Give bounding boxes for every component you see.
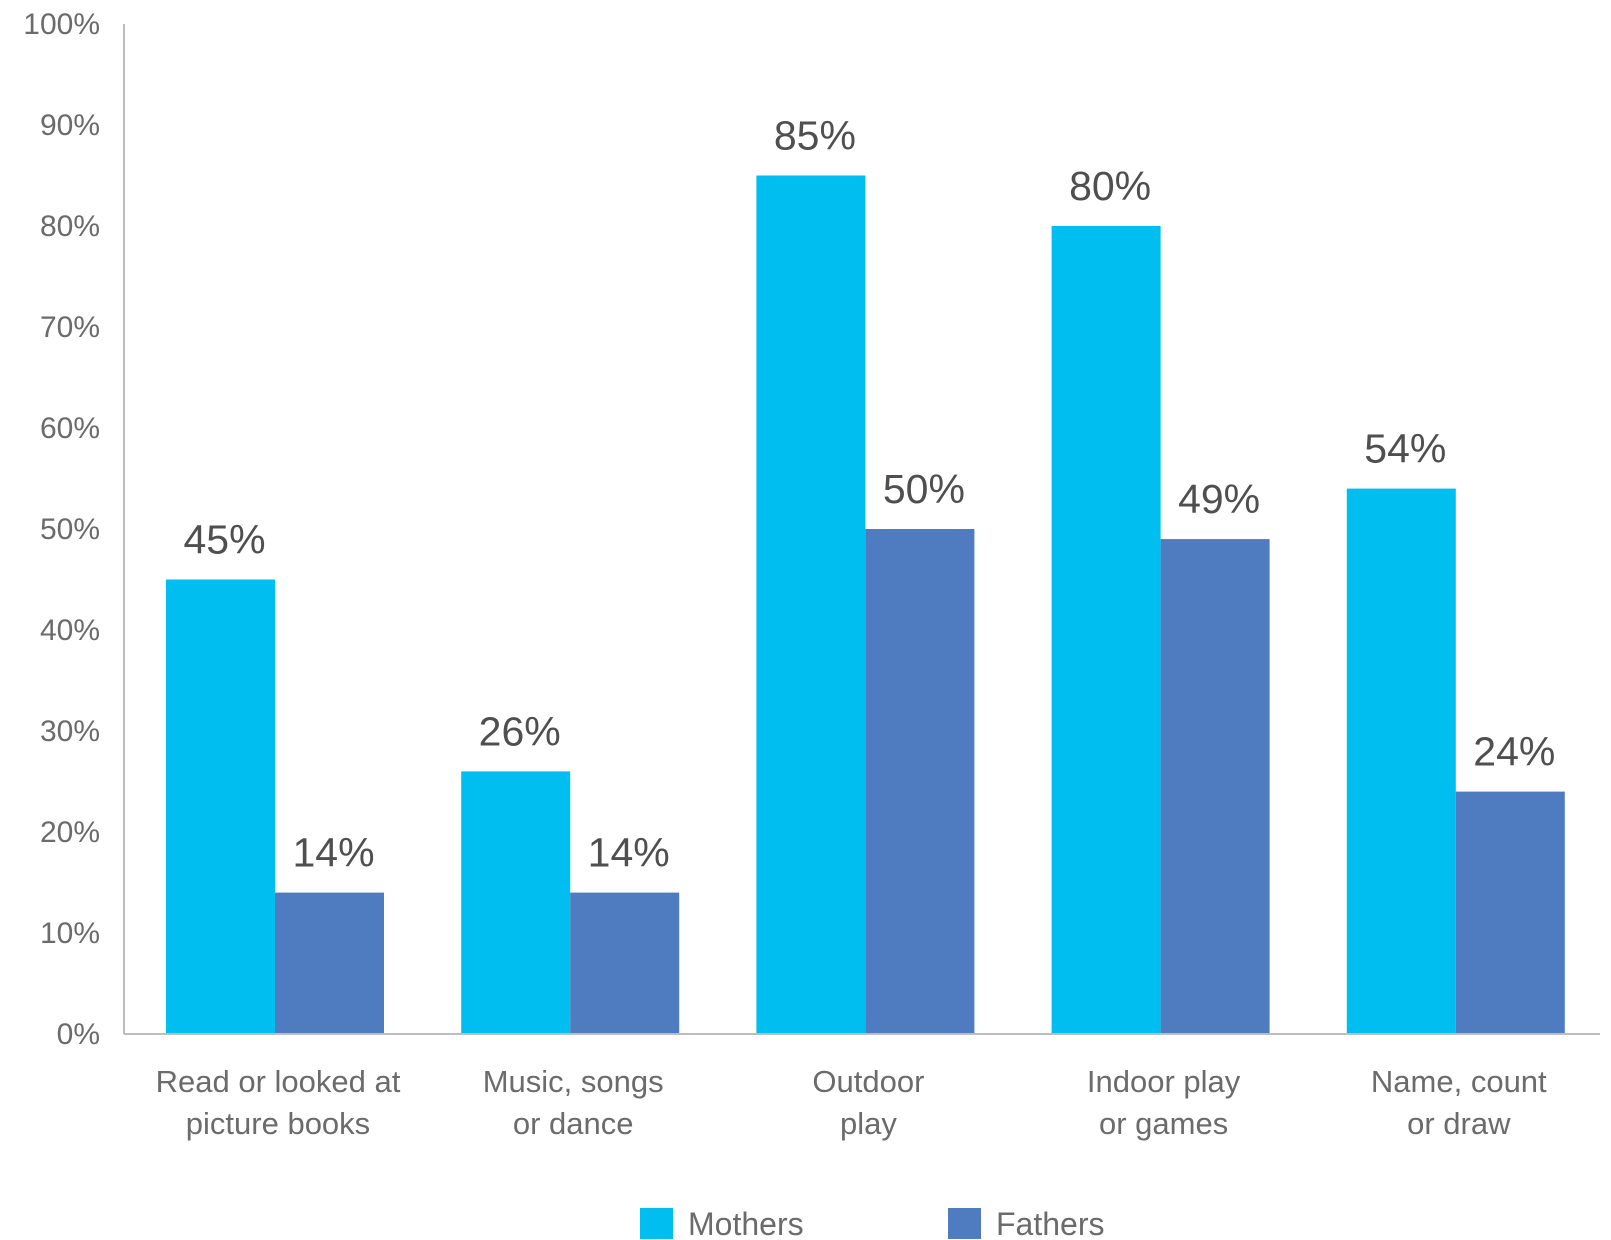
y-tick-label: 30% bbox=[40, 715, 100, 748]
data-label: 85% bbox=[774, 113, 856, 159]
legend-label-mothers: Mothers bbox=[688, 1206, 804, 1240]
data-label: 45% bbox=[183, 517, 265, 563]
y-tick-label: 80% bbox=[40, 210, 100, 243]
y-tick-label: 90% bbox=[40, 109, 100, 142]
legend: Mothers Fathers bbox=[640, 1206, 1104, 1240]
data-label: 14% bbox=[292, 830, 374, 876]
x-category-label: Read or looked at picture books bbox=[156, 1064, 401, 1141]
y-axis: 0% 10% 20% 30% 40% 50% 60% 70% 80% 90% 100% bbox=[23, 8, 125, 1051]
x-axis: Read or looked at picture books Music, son… bbox=[124, 1033, 1600, 1141]
legend-label-fathers: Fathers bbox=[996, 1206, 1104, 1240]
bar-mothers bbox=[1051, 226, 1161, 1034]
data-label: 80% bbox=[1069, 163, 1151, 209]
bar-fathers bbox=[1160, 539, 1270, 1034]
bar-fathers bbox=[865, 529, 975, 1034]
y-tick-label: 40% bbox=[40, 614, 100, 647]
data-label: 54% bbox=[1364, 426, 1446, 472]
bar-mothers bbox=[166, 579, 275, 1034]
y-tick-label: 60% bbox=[40, 412, 100, 445]
bar-fathers bbox=[275, 892, 384, 1034]
data-label: 26% bbox=[479, 708, 561, 754]
data-label: 14% bbox=[588, 830, 670, 876]
x-category-label: Indoor play or games bbox=[1087, 1064, 1241, 1141]
legend-swatch-fathers bbox=[948, 1208, 981, 1239]
legend-swatch-mothers bbox=[640, 1208, 673, 1239]
y-tick-label: 70% bbox=[40, 311, 100, 344]
y-tick-label: 50% bbox=[40, 513, 100, 546]
data-label: 24% bbox=[1473, 729, 1555, 775]
x-category-label: Music, songs or dance bbox=[483, 1064, 664, 1141]
bar-fathers bbox=[1455, 791, 1565, 1034]
bars bbox=[166, 175, 1565, 1035]
x-category-label: Name, count or draw bbox=[1371, 1064, 1547, 1141]
bar-fathers bbox=[570, 892, 680, 1034]
bar-mothers bbox=[461, 771, 571, 1034]
value-labels: 45% 14% 26% 14% 85% 50% 80% 49% 54% 24% bbox=[183, 113, 1555, 876]
data-label: 49% bbox=[1178, 476, 1260, 522]
y-tick-label: 100% bbox=[23, 8, 100, 41]
bar-mothers bbox=[756, 175, 866, 1034]
bar-mothers bbox=[1346, 488, 1456, 1035]
y-tick-label: 10% bbox=[40, 917, 100, 950]
x-category-label: Outdoor play bbox=[812, 1064, 924, 1141]
y-tick-label: 0% bbox=[57, 1018, 100, 1051]
data-label: 50% bbox=[883, 466, 965, 512]
y-tick-label: 20% bbox=[40, 816, 100, 849]
